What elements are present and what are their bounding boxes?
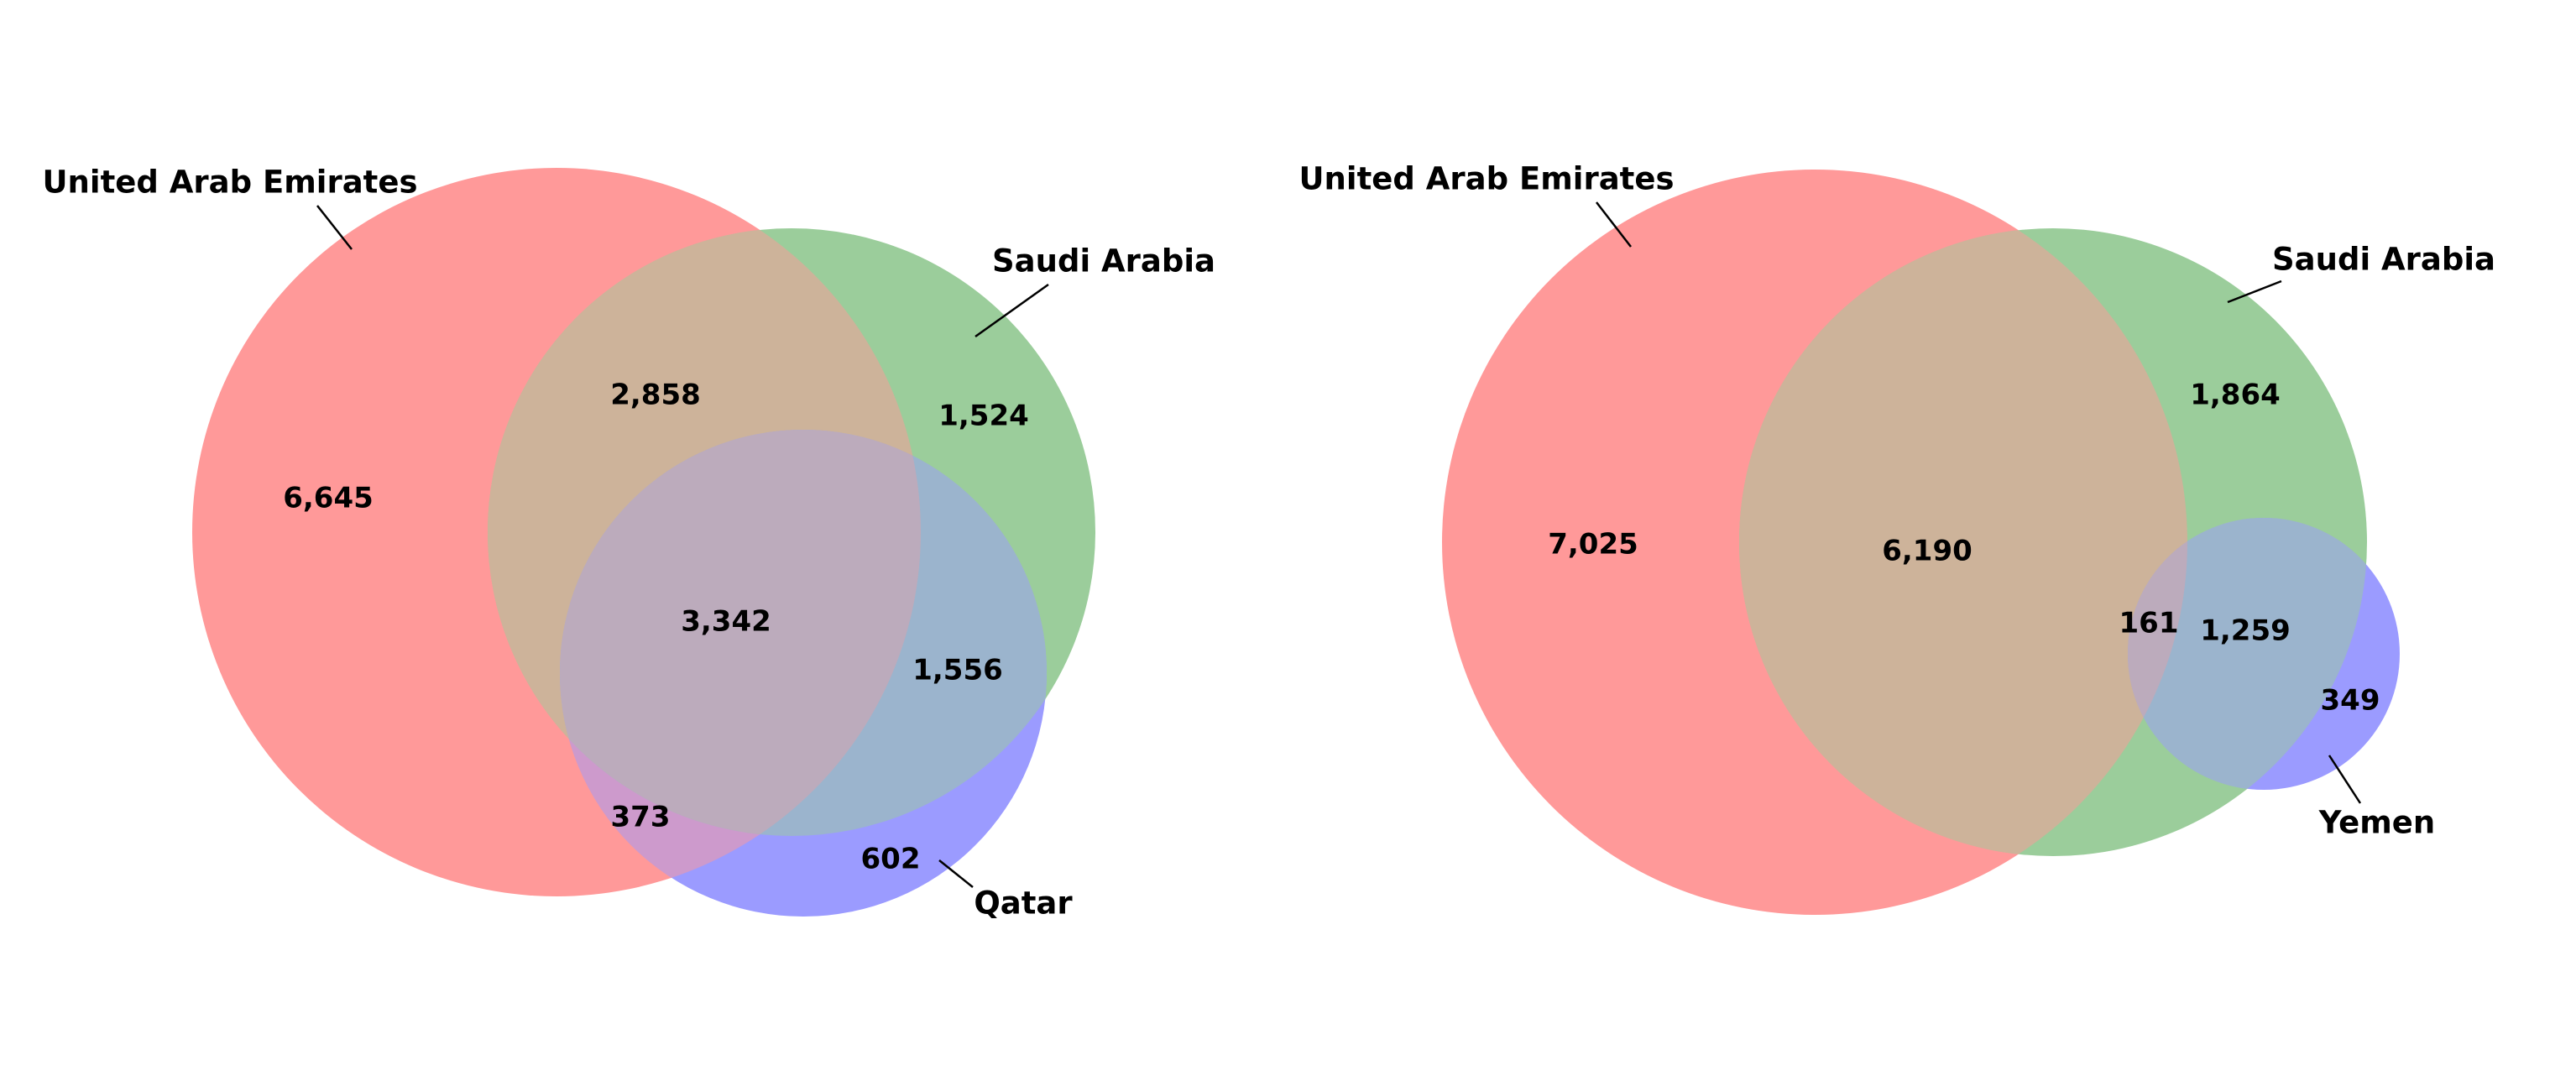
region-label: 602	[861, 843, 921, 876]
region-label: 2,858	[610, 379, 701, 412]
set-label: United Arab Emirates	[43, 165, 418, 201]
region-label: 7,025	[1548, 528, 1638, 562]
overlap	[1739, 228, 2187, 856]
region-label: 3,342	[681, 605, 771, 639]
region-label: 1,864	[2190, 379, 2281, 412]
region-label: 349	[2321, 684, 2380, 718]
set-circle	[560, 430, 921, 836]
venn: 7,025 6,190 1,864 161 1,259 349 United Arab Em…	[1299, 161, 2495, 915]
region-label: 1,524	[938, 400, 1029, 433]
region-label: 161	[2119, 607, 2179, 640]
leader-line	[974, 283, 1049, 338]
region-label: 6,645	[283, 482, 374, 515]
set-label: Qatar	[974, 885, 1073, 922]
set-label: United Arab Emirates	[1299, 161, 1675, 197]
region-label: 6,190	[1882, 535, 1972, 568]
leader-line	[938, 859, 974, 888]
set-circle	[1739, 228, 2187, 856]
set-label: Yemen	[2318, 805, 2435, 841]
set-label: Saudi Arabia	[992, 243, 1215, 279]
leader-line	[1596, 201, 1632, 248]
venn: 6,645 2,858 1,524 3,342 1,556 373 602 United Ar…	[43, 165, 1215, 922]
overlap	[560, 430, 921, 836]
leader-line	[2328, 755, 2362, 804]
leader-line	[316, 205, 353, 250]
overlap	[560, 430, 921, 836]
region-label: 1,556	[912, 654, 1003, 687]
leader-line	[2227, 279, 2282, 304]
region-label: 373	[611, 801, 671, 834]
region-label: 1,259	[2200, 614, 2291, 648]
set-label: Saudi Arabia	[2272, 242, 2495, 278]
